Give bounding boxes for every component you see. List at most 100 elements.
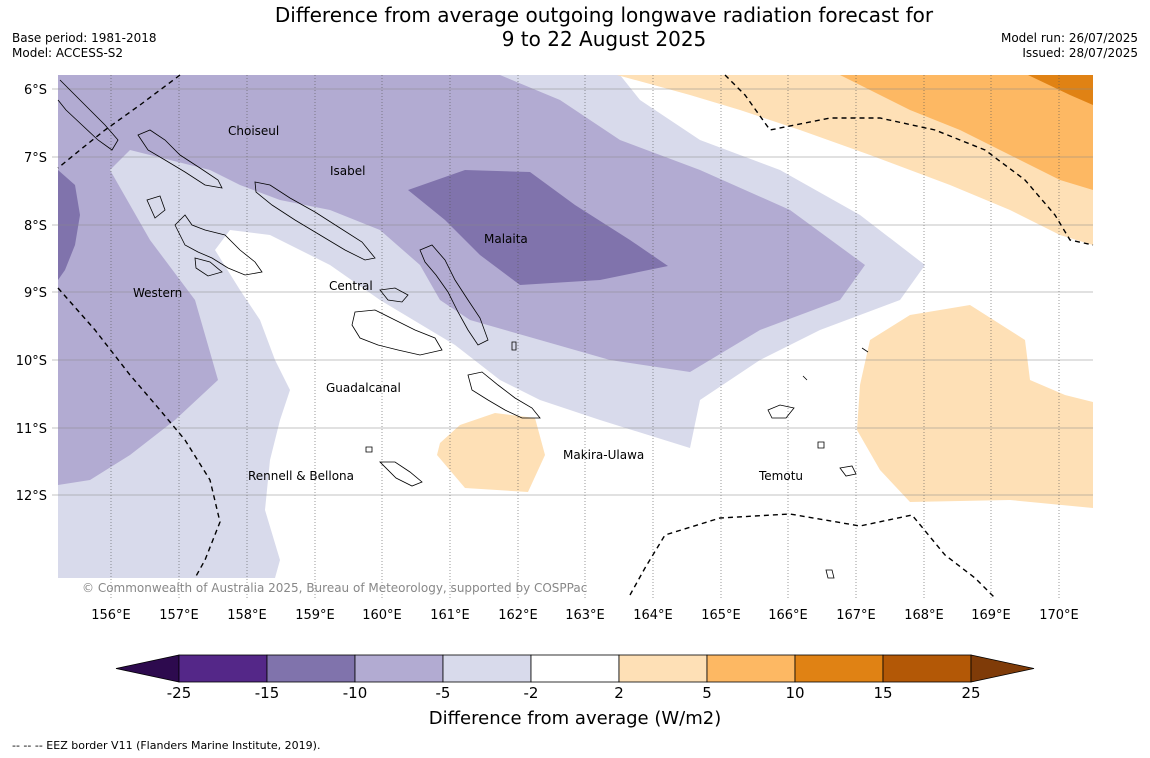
title-line-1: Difference from average outgoing longwav…	[274, 3, 934, 27]
colorbar-label: 10	[785, 684, 805, 702]
colorbar-swatch	[178, 654, 268, 683]
colorbar-swatch	[794, 654, 884, 683]
colorbar-label: -2	[523, 684, 539, 702]
model-name: Model: ACCESS-S2	[12, 46, 124, 60]
colorbar	[115, 654, 1035, 683]
label-malaita: Malaita	[484, 232, 528, 246]
colorbar-label: -5	[435, 684, 451, 702]
colorbar-swatch	[266, 654, 356, 683]
eez-border-north-east	[724, 74, 1094, 246]
rendova-island	[194, 257, 223, 277]
lon-tick-label: 164°E	[633, 608, 673, 623]
lon-tick-label: 158°E	[227, 608, 267, 623]
colorbar-swatch	[618, 654, 708, 683]
lon-tick-label: 157°E	[159, 608, 199, 623]
vella-lavella-island	[146, 195, 166, 219]
field-mid-lavender	[58, 75, 865, 485]
field-orange-ne	[840, 75, 1093, 190]
lon-tick-label: 167°E	[836, 608, 876, 623]
lat-tick-label: 9°S	[24, 286, 47, 301]
utupua-island	[817, 441, 825, 449]
lon-tick-label: 166°E	[768, 608, 808, 623]
lat-tick-label: 6°S	[24, 83, 47, 98]
reef-islands	[861, 347, 869, 353]
colorbar-swatch	[530, 654, 620, 683]
lon-tick-label: 160°E	[362, 608, 402, 623]
eez-border-west	[57, 287, 221, 579]
tikopia-island	[825, 569, 835, 579]
graticule	[110, 75, 1060, 598]
base-info: Base period: 1981-2018 Model: ACCESS-S2	[12, 31, 157, 61]
vanikoro-island	[839, 465, 857, 477]
bougainville-island	[57, 79, 119, 151]
label-central: Central	[329, 279, 373, 293]
copyright-text: © Commonwealth of Australia 2025, Bureau…	[82, 581, 587, 595]
lat-tick-label: 7°S	[24, 151, 47, 166]
colorbar-label: 5	[702, 684, 712, 702]
label-isabel: Isabel	[330, 164, 365, 178]
lat-tick-label: 10°S	[16, 354, 47, 369]
lon-tick-label: 169°E	[971, 608, 1011, 623]
lon-tick-label: 168°E	[904, 608, 944, 623]
lon-tick-label: 159°E	[295, 608, 335, 623]
lon-tick-label: 170°E	[1039, 608, 1079, 623]
title-line-2: 9 to 22 August 2025	[501, 27, 707, 51]
colorbar-swatch	[354, 654, 444, 683]
malaita-island	[419, 244, 489, 346]
santa-cruz-island	[767, 404, 795, 419]
coastlines	[57, 79, 869, 579]
label-choiseul: Choiseul	[228, 124, 279, 138]
field-light-orange-se	[857, 305, 1093, 508]
field-dark-orange-ne	[1028, 75, 1093, 105]
label-rennell-bellona: Rennell & Bellona	[248, 469, 354, 483]
isabel-island	[254, 181, 376, 261]
label-temotu: Temotu	[758, 469, 803, 483]
chart-title: Difference from average outgoing longwav…	[200, 3, 1008, 51]
bellona-island	[365, 446, 373, 453]
lat-tick-labels: 6°S 7°S 8°S 9°S 10°S 11°S 12°S	[16, 83, 47, 504]
colorbar-label: 15	[873, 684, 893, 702]
new-georgia-island	[174, 214, 263, 276]
ulawa-island	[511, 341, 517, 351]
lon-tick-labels: 156°E 157°E 158°E 159°E 160°E 161°E 162°…	[91, 608, 1079, 623]
colorbar-label: -25	[166, 684, 192, 702]
colorbar-label: -10	[342, 684, 368, 702]
lon-tick-label: 161°E	[430, 608, 470, 623]
lon-tick-label: 156°E	[91, 608, 131, 623]
label-western: Western	[133, 286, 182, 300]
duff-islands	[802, 375, 808, 381]
colorbar-label: 25	[961, 684, 981, 702]
colorbar-title: Difference from average (W/m2)	[428, 708, 722, 729]
rennell-island	[379, 461, 423, 487]
eez-footnote: -- -- -- EEZ border V11 (Flanders Marine…	[12, 739, 321, 752]
colorbar-extend-low	[115, 654, 180, 683]
guadalcanal-island	[351, 309, 443, 356]
colorbar-extend-high	[970, 654, 1035, 683]
colorbar-swatch	[442, 654, 532, 683]
lat-tick-label: 11°S	[16, 422, 47, 437]
run-info: Model run: 26/07/2025 Issued: 28/07/2025	[1001, 31, 1138, 61]
issued-date: Issued: 28/07/2025	[1022, 46, 1138, 60]
lat-tick-label: 8°S	[24, 219, 47, 234]
base-period: Base period: 1981-2018	[12, 31, 157, 45]
colorbar-label: 2	[614, 684, 624, 702]
latitude-lines	[52, 88, 1093, 496]
colorbar-label: -15	[254, 684, 280, 702]
lon-tick-label: 163°E	[565, 608, 605, 623]
lon-tick-label: 162°E	[498, 608, 538, 623]
florida-islands	[379, 287, 409, 303]
province-labels: Choiseul Isabel Malaita Central Western …	[133, 124, 803, 483]
label-guadalcanal: Guadalcanal	[326, 381, 401, 395]
makira-island	[467, 371, 541, 419]
eez-borders	[57, 74, 1094, 599]
lat-tick-label: 12°S	[16, 489, 47, 504]
label-makira-ulawa: Makira-Ulawa	[563, 448, 644, 462]
eez-border-north-west	[57, 74, 181, 169]
model-run: Model run: 26/07/2025	[1000, 31, 1138, 45]
anomaly-fields	[58, 75, 1093, 578]
colorbar-swatch	[882, 654, 972, 683]
colorbar-swatch	[706, 654, 796, 683]
lon-tick-label: 165°E	[701, 608, 741, 623]
field-dark-lavender-east	[408, 170, 668, 285]
